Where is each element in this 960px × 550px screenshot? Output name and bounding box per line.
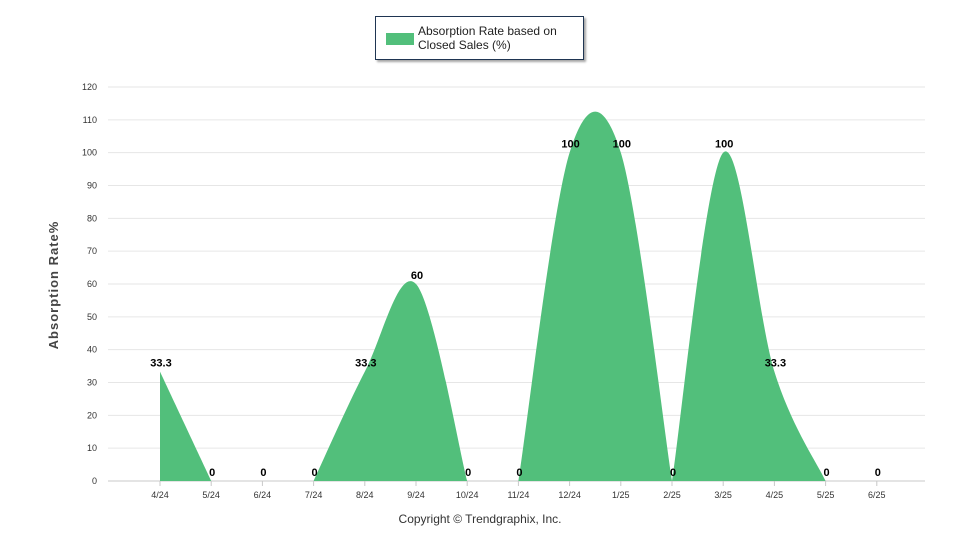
- y-axis-title: Absorption Rate%: [46, 221, 61, 350]
- x-axis-ticks: 4/24 5/24 6/24 7/24 8/24 9/24 10/24 11/24 12/24 1…: [151, 481, 886, 500]
- x-tick-label: 9/24: [407, 490, 425, 500]
- x-tick-label: 8/24: [356, 490, 374, 500]
- data-label: 33.3: [765, 358, 786, 370]
- y-axis-ticks: 0 10 20 30 40 50 60 70 80 90 100 110 120: [82, 82, 97, 486]
- data-label: 0: [312, 467, 318, 479]
- y-tick-label: 20: [87, 410, 97, 420]
- data-label: 33.3: [150, 358, 171, 370]
- data-label: 0: [875, 467, 881, 479]
- data-label: 100: [715, 139, 733, 151]
- data-label: 0: [670, 467, 676, 479]
- area-segment: [672, 151, 826, 481]
- x-tick-label: 4/24: [151, 490, 169, 500]
- x-tick-label: 2/25: [663, 490, 681, 500]
- x-tick-label: 6/25: [868, 490, 886, 500]
- x-tick-label: 5/24: [202, 490, 220, 500]
- x-tick-label: 7/24: [305, 490, 323, 500]
- x-tick-label: 6/24: [254, 490, 272, 500]
- data-label: 33.3: [355, 358, 376, 370]
- y-tick-label: 70: [87, 246, 97, 256]
- data-label: 100: [613, 139, 631, 151]
- y-tick-label: 90: [87, 181, 97, 191]
- y-tick-label: 60: [87, 279, 97, 289]
- x-tick-label: 5/25: [817, 490, 835, 500]
- y-tick-label: 30: [87, 378, 97, 388]
- y-tick-label: 100: [82, 148, 97, 158]
- x-tick-label: 10/24: [456, 490, 479, 500]
- legend-swatch: [386, 33, 414, 45]
- y-tick-label: 10: [87, 443, 97, 453]
- series-area: [160, 111, 826, 481]
- copyright-text: Copyright © Trendgraphix, Inc.: [398, 512, 562, 526]
- legend: Absorption Rate based on Closed Sales (%…: [375, 16, 584, 60]
- area-segment: [518, 111, 672, 481]
- data-label: 0: [209, 467, 215, 479]
- area-segment: [313, 281, 468, 481]
- x-tick-label: 4/25: [766, 490, 784, 500]
- data-label: 0: [824, 467, 830, 479]
- y-tick-label: 50: [87, 312, 97, 322]
- data-label: 60: [411, 270, 423, 282]
- data-labels: 33.3 0 0 0 33.3 60 0 0 100 100 0 100 33.3 0 0: [150, 139, 881, 479]
- area-segment: [160, 371, 212, 481]
- x-tick-label: 11/24: [507, 490, 529, 500]
- y-tick-label: 80: [87, 213, 97, 223]
- x-tick-label: 1/25: [612, 490, 630, 500]
- data-label: 100: [561, 139, 579, 151]
- y-tick-label: 40: [87, 345, 97, 355]
- legend-label: Absorption Rate based on Closed Sales (%…: [418, 24, 557, 52]
- x-tick-label: 12/24: [558, 490, 581, 500]
- data-label: 0: [260, 467, 266, 479]
- y-tick-label: 120: [82, 82, 97, 92]
- data-label: 0: [516, 467, 522, 479]
- data-label: 0: [465, 467, 471, 479]
- x-tick-label: 3/25: [714, 490, 732, 500]
- y-tick-label: 110: [83, 115, 97, 125]
- y-tick-label: 0: [92, 476, 97, 486]
- gridlines: [108, 86, 925, 482]
